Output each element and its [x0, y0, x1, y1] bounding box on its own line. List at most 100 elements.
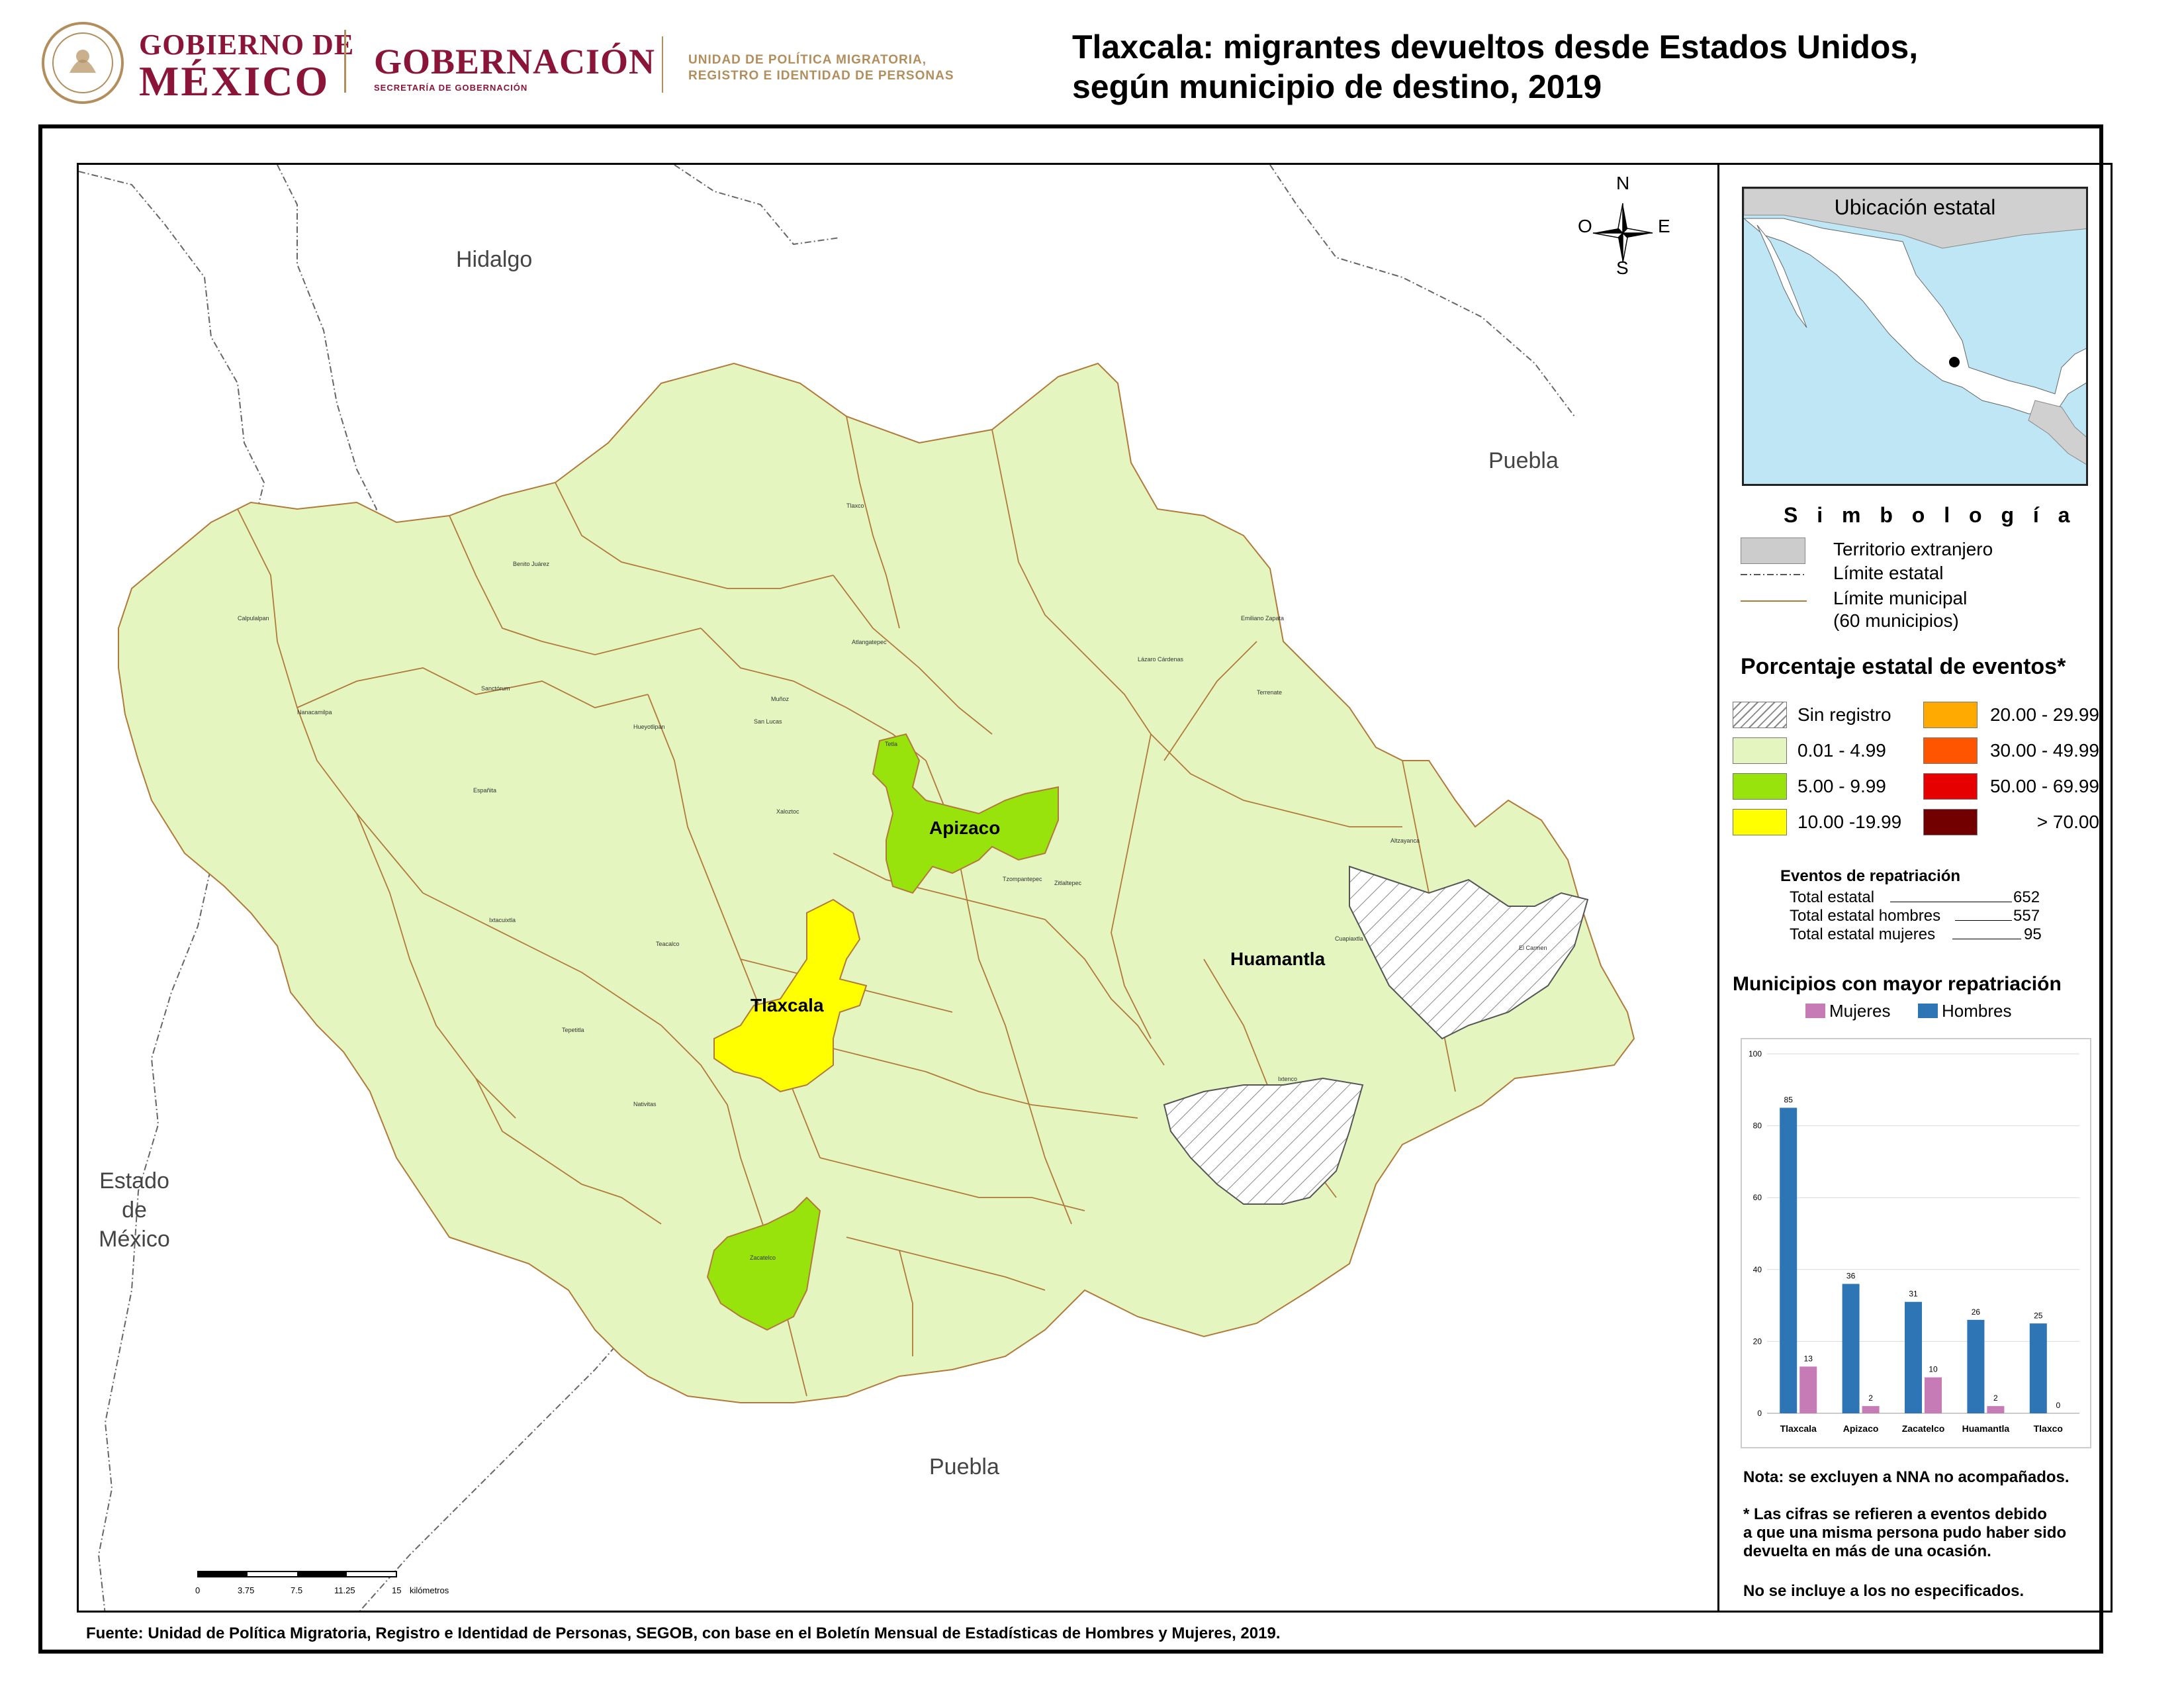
y-tick-label: 20 [1753, 1336, 1762, 1346]
data-label-hombres: 36 [1846, 1272, 1856, 1281]
bar-hombres [1780, 1107, 1797, 1413]
chart-svg: 0204060801008513Tlaxcala362Apizaco3110Za… [1749, 1049, 2079, 1434]
scale-tick: 15 [392, 1585, 402, 1595]
label-edomex-3: México [99, 1227, 170, 1252]
compass-rose [1592, 203, 1653, 263]
municipality-sin-registro [1349, 865, 1589, 1040]
label-municipality: Lázaro Cárdenas [1138, 656, 1184, 663]
class-left-swatch [1733, 737, 1787, 764]
class-left-swatch [1733, 702, 1787, 728]
compass-e: E [1658, 216, 1670, 236]
label-municipality: Zacatelco [750, 1254, 776, 1261]
label-tlaxcala: Tlaxcala [751, 995, 824, 1015]
label-municipality: Calpulalpan [238, 615, 269, 622]
events-hombres-label: Total estatal hombres [1790, 907, 1941, 925]
municipality-tlaxcala [713, 898, 868, 1093]
simbologia-title: S i m b o l o g í a [1784, 503, 2077, 527]
line-limite-estatal [1741, 574, 1807, 575]
note-nna: Nota: se excluyen a NNA no acompañados. [1743, 1468, 2070, 1486]
legend-hombres-swatch [1918, 1004, 1938, 1018]
events-title: Eventos de repatriación [1780, 867, 1961, 885]
upm-line1: UNIDAD DE POLÍTICA MIGRATORIA, [688, 53, 927, 67]
x-tick-label: Huamantla [1962, 1423, 2010, 1434]
map-title-line1: Tlaxcala: migrantes devueltos desde Esta… [1072, 28, 1919, 66]
usa-landmass [1744, 189, 2086, 249]
segob-subtitle: SECRETARÍA DE GOBERNACIÓN [374, 83, 528, 93]
class-right-label: > 70.00 [2036, 812, 2099, 832]
label-hidalgo: Hidalgo [456, 247, 533, 272]
data-label-hombres: 26 [1972, 1307, 1981, 1317]
label-edomex-2: de [122, 1197, 147, 1223]
class-left-swatch [1733, 773, 1787, 800]
repatriation-bar-chart: 0 20 40 60 80 100 85 13 Tlaxcala 36 2 Apizaco 31 10 Za… [1741, 1038, 2091, 1448]
bar-mujeres [1862, 1406, 1880, 1413]
data-label-hombres: 85 [1784, 1095, 1794, 1104]
legend-limite-municipal: Límite municipal [1833, 588, 1968, 608]
scale-tick: 7.5 [291, 1585, 303, 1595]
source-note: Fuente: Unidad de Política Migratoria, R… [86, 1624, 1281, 1642]
swatch-territorio [1741, 538, 1805, 564]
label-municipality: Nativitas [633, 1101, 657, 1107]
label-municipality: Españita [473, 787, 497, 794]
state-border [674, 165, 841, 246]
class-right-swatch [1923, 809, 1978, 835]
label-municipality: Benito Juárez [513, 561, 550, 567]
bar-hombres [1905, 1301, 1922, 1413]
note-eventos-1: * Las cifras se refieren a eventos debid… [1743, 1505, 2047, 1523]
note-eventos-2: a que una misma persona pudo haber sido [1743, 1524, 2067, 1542]
x-tick-label: Zacatelco [1902, 1423, 1945, 1434]
class-left-label: Sin registro [1797, 704, 1891, 725]
events-hombres-value: 557 [2013, 907, 2040, 925]
class-left-label: 5.00 - 9.99 [1797, 776, 1886, 796]
label-municipality: Tetla [885, 741, 898, 747]
label-municipality: Xaloztoc [776, 808, 799, 815]
data-label-mujeres: 2 [1993, 1393, 1998, 1403]
legend-panel [1719, 163, 2113, 1613]
label-municipality: Zitlaltepec [1054, 880, 1082, 886]
x-tick-label: Apizaco [1843, 1423, 1879, 1434]
class-left-label: 0.01 - 4.99 [1797, 740, 1886, 761]
label-puebla-ne: Puebla [1488, 448, 1559, 473]
bar-hombres [1967, 1319, 1985, 1413]
label-huamantla: Huamantla [1230, 949, 1326, 969]
class-right-label: 20.00 - 29.99 [1989, 704, 2099, 725]
legend-mujeres-swatch [1805, 1004, 1825, 1018]
bar-mujeres [1925, 1377, 1942, 1413]
class-left-swatch [1733, 809, 1787, 835]
label-municipality: Hueyotlipan [633, 724, 665, 730]
compass-s: S [1616, 258, 1629, 278]
class-right-swatch [1923, 702, 1978, 728]
legend-limite-estatal: Límite estatal [1833, 563, 1944, 583]
events-leader [1955, 920, 2012, 921]
municipality-sin-registro [1163, 1077, 1364, 1205]
map-panel: Hidalgo Puebla Puebla Estado de México A… [77, 163, 1719, 1613]
top-municipios-title: Municipios con mayor repatriación [1733, 973, 2062, 995]
label-municipality: Ixtenco [1278, 1076, 1298, 1082]
data-label-hombres: 31 [1909, 1289, 1918, 1299]
y-tick-label: 60 [1753, 1193, 1762, 1202]
state-border [359, 1316, 642, 1611]
gobierno-logo-line2: MÉXICO [139, 58, 330, 105]
y-tick-label: 100 [1749, 1049, 1762, 1058]
scale-tick: 3.75 [238, 1585, 255, 1595]
scale-unit: kilómetros [410, 1585, 449, 1595]
class-right-label: 50.00 - 69.99 [1989, 776, 2099, 796]
events-total-label: Total estatal [1790, 888, 1875, 906]
scale-tick: 0 [195, 1585, 201, 1595]
label-municipality: Tepetitla [562, 1027, 584, 1033]
mexico-landmass [1744, 218, 2086, 414]
central-america [2028, 400, 2086, 465]
note-no-especificados: No se incluye a los no especificados. [1743, 1582, 2025, 1600]
label-municipality: Nanacamilpa [297, 709, 332, 716]
map-title-line2: según municipio de destino, 2019 [1072, 68, 1602, 105]
percentage-title: Porcentaje estatal de eventos* [1741, 654, 2066, 679]
label-edomex-1: Estado [99, 1168, 169, 1194]
municipality-zacatelco [706, 1196, 821, 1331]
legend-mujeres-label: Mujeres [1829, 1001, 1891, 1021]
scale-tick: 11.25 [334, 1585, 355, 1595]
outer-frame [38, 124, 2103, 1654]
events-total-value: 652 [2013, 888, 2040, 906]
header-divider [344, 30, 346, 93]
label-municipality: Atlangatepec [852, 639, 887, 645]
class-right-label: 30.00 - 49.99 [1989, 740, 2099, 761]
